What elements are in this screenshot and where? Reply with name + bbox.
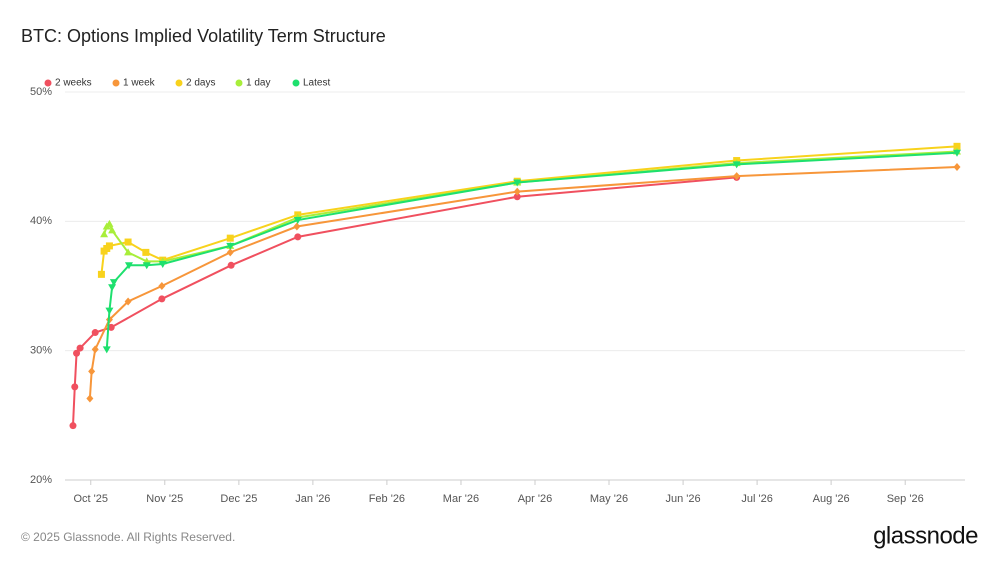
data-point: [97, 270, 105, 278]
x-tick-label: Jan '26: [295, 493, 330, 505]
x-tick-label: Apr '26: [518, 493, 553, 505]
data-point: [142, 248, 150, 256]
y-tick-label: 50%: [30, 86, 52, 98]
x-tick-label: Jun '26: [666, 493, 701, 505]
chart-title: BTC: Options Implied Volatility Term Str…: [21, 26, 386, 46]
data-point: [69, 422, 77, 430]
x-tick-label: Oct '25: [74, 493, 109, 505]
x-tick-label: Aug '26: [813, 493, 850, 505]
data-point: [142, 262, 151, 270]
x-tick-label: Jul '26: [741, 493, 772, 505]
y-tick-label: 40%: [30, 215, 52, 227]
data-point: [100, 230, 109, 238]
x-tick-label: Feb '26: [369, 493, 405, 505]
data-point: [91, 345, 99, 354]
data-point: [732, 161, 741, 169]
legend-label: 2 weeks: [55, 78, 92, 89]
data-point: [158, 295, 166, 303]
legend-label: Latest: [303, 78, 330, 89]
data-point: [733, 172, 741, 181]
legend-label: 1 week: [123, 78, 156, 89]
brand-logo: glassnode: [873, 522, 978, 549]
legend-swatch: [112, 79, 120, 87]
x-tick-label: Nov '25: [146, 493, 183, 505]
data-point: [124, 248, 133, 256]
y-tick-label: 20%: [30, 474, 52, 486]
data-point: [294, 233, 302, 241]
data-point: [158, 261, 167, 269]
legend-label: 2 days: [186, 78, 215, 89]
legend-swatch: [292, 79, 300, 87]
data-point: [108, 226, 117, 234]
x-tick-label: Mar '26: [443, 493, 479, 505]
data-point: [226, 234, 234, 242]
x-tick-label: Dec '25: [220, 493, 257, 505]
data-point: [513, 187, 521, 196]
copyright: © 2025 Glassnode. All Rights Reserved.: [21, 530, 235, 544]
data-point: [227, 261, 235, 269]
data-point: [105, 219, 114, 227]
data-point: [293, 217, 302, 225]
x-tick-label: Sep '26: [887, 493, 924, 505]
data-point: [76, 344, 84, 352]
data-point: [105, 242, 113, 250]
data-point: [124, 262, 133, 270]
data-point: [124, 297, 132, 306]
series-line: [105, 151, 958, 350]
data-point: [513, 179, 522, 187]
data-point: [88, 367, 96, 376]
data-point: [293, 222, 301, 231]
data-point: [158, 282, 166, 290]
data-point: [108, 284, 117, 292]
legend-label: 1 day: [246, 78, 270, 89]
data-point: [226, 248, 234, 257]
legend-swatch: [235, 79, 243, 87]
data-point: [102, 346, 111, 354]
data-point: [86, 394, 94, 403]
data-point: [953, 142, 961, 150]
y-tick-label: 30%: [30, 345, 52, 357]
data-point: [109, 279, 118, 287]
data-point: [226, 242, 235, 250]
data-point: [953, 149, 962, 157]
data-point: [107, 323, 115, 331]
data-point: [513, 193, 521, 201]
data-point: [71, 383, 79, 391]
data-point: [124, 238, 132, 246]
data-point: [953, 163, 961, 172]
legend-swatch: [44, 79, 52, 87]
data-point: [73, 349, 81, 357]
legend-swatch: [175, 79, 183, 87]
x-tick-label: May '26: [590, 493, 628, 505]
data-point: [91, 329, 99, 337]
data-point: [105, 307, 114, 315]
